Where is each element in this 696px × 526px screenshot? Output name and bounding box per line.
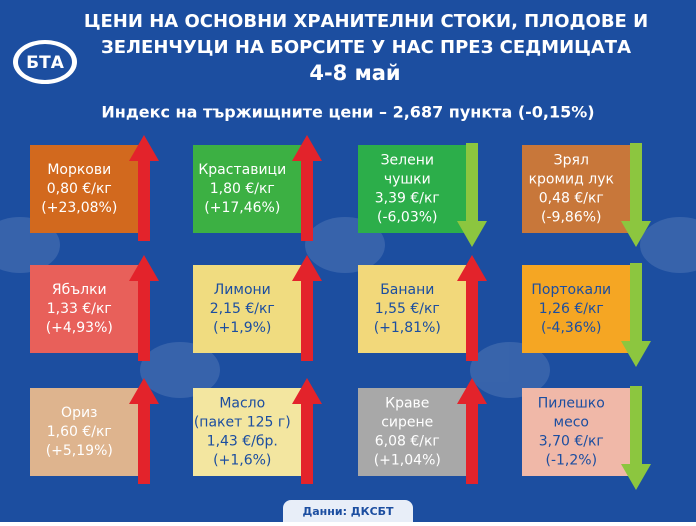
tile-change: (-1,2%)	[546, 453, 598, 469]
tile-name: Моркови	[47, 162, 111, 178]
tile-name: Зелени	[381, 153, 434, 169]
arrow-down	[621, 263, 651, 367]
tile	[358, 145, 470, 233]
tile-price: 1,26 €/кг	[539, 301, 604, 317]
tile	[30, 388, 142, 476]
tile-name: Лимони	[214, 282, 271, 298]
tile-price: 0,48 €/кг	[539, 191, 604, 207]
tile	[358, 388, 470, 476]
tile-name: Банани	[380, 282, 434, 298]
tile-price: 1,55 €/кг	[375, 301, 440, 317]
tile-change: (-4,36%)	[541, 320, 601, 336]
tile	[30, 265, 142, 353]
tile-price: 1,33 €/кг	[47, 301, 112, 317]
tile-change: (+4,93%)	[46, 320, 113, 336]
arrow-up	[129, 135, 159, 241]
tile	[358, 265, 470, 353]
logo-text: БТА	[26, 53, 65, 73]
tile-name: Пилешко	[538, 396, 605, 412]
source: Данни: ДКСБТ	[302, 505, 394, 518]
tile-name: Краставици	[198, 162, 286, 178]
title-line: ЗЕЛЕНЧУЦИ НА БОРСИТЕ У НАС ПРЕЗ СЕДМИЦАТ…	[101, 37, 631, 58]
tile-name: Портокали	[531, 282, 611, 298]
tile-name: Ябълки	[52, 282, 107, 298]
tile-change: (-9,86%)	[541, 210, 601, 226]
arrow-down	[457, 143, 487, 247]
tile	[522, 388, 634, 476]
arrow-up	[457, 255, 487, 361]
tile	[30, 145, 142, 233]
tile-change: (-6,03%)	[377, 210, 437, 226]
arrow-up	[292, 135, 322, 241]
tile-name: Зрял	[554, 153, 589, 169]
tile-price: 6,08 €/кг	[375, 434, 440, 450]
tile-name: сирене	[381, 415, 433, 431]
tile-name: чушки	[384, 172, 431, 188]
tile-price: 3,39 €/кг	[375, 191, 440, 207]
tile-change: (+1,9%)	[213, 320, 271, 336]
tile	[193, 388, 305, 476]
arrow-down	[621, 143, 651, 247]
tile-price: 1,60 €/кг	[47, 424, 112, 440]
tile-name: (пакет 125 г)	[194, 415, 291, 431]
logo: БТА	[13, 40, 77, 84]
tile-name: Краве	[385, 396, 429, 412]
tile-name: месо	[554, 415, 589, 431]
source-tab	[283, 500, 413, 526]
tile-name: Масло	[219, 396, 265, 412]
tile-change: (+1,04%)	[374, 453, 441, 469]
date: 4-8 май	[309, 61, 400, 85]
arrow-up	[457, 378, 487, 484]
arrow-up	[292, 378, 322, 484]
tile	[193, 265, 305, 353]
tile-change: (+1,6%)	[213, 453, 271, 469]
tile-price: 1,80 €/кг	[210, 181, 275, 197]
tile	[522, 145, 634, 233]
tile-price: 0,80 €/кг	[47, 181, 112, 197]
tile-change: (+17,46%)	[204, 200, 280, 216]
tile-change: (+1,81%)	[374, 320, 441, 336]
tile-name: кромид лук	[529, 172, 614, 188]
tile-change: (+23,08%)	[41, 200, 117, 216]
tile	[193, 145, 305, 233]
tile	[522, 265, 634, 353]
tile-name: Ориз	[61, 405, 97, 421]
arrow-down	[621, 386, 651, 490]
tile-change: (+5,19%)	[46, 443, 113, 459]
arrow-up	[292, 255, 322, 361]
arrow-up	[129, 378, 159, 484]
arrow-up	[129, 255, 159, 361]
tile-price: 3,70 €/кг	[539, 434, 604, 450]
tile-price: 1,43 €/бр.	[207, 434, 278, 450]
index-line: Индекс на тържищните цени – 2,687 пункта…	[101, 103, 594, 122]
tile-price: 2,15 €/кг	[210, 301, 275, 317]
title-line: ЦЕНИ НА ОСНОВНИ ХРАНИТЕЛНИ СТОКИ, ПЛОДОВ…	[84, 11, 648, 32]
